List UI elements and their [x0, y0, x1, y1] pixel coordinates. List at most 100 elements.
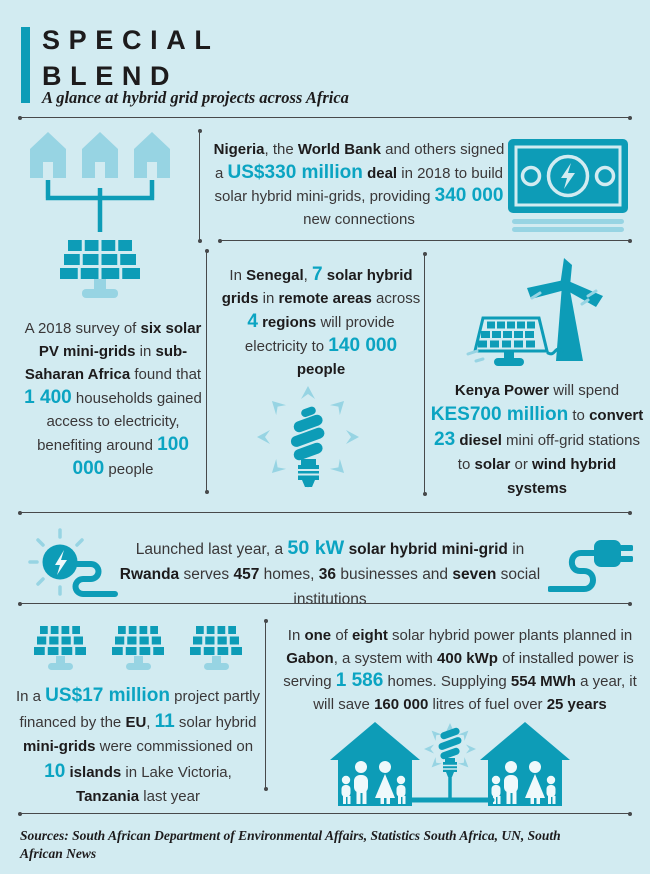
text-segment: deal	[367, 164, 398, 182]
text-segment: solar hybrid grids	[221, 267, 413, 307]
text-segment: litres of fuel over	[428, 695, 547, 713]
text-segment: 7	[311, 264, 323, 285]
text-segment: Nigeria	[213, 141, 265, 158]
divider-top	[18, 115, 632, 120]
text-segment: eight	[352, 627, 388, 644]
survey-text: A 2018 survey of six solar PV mini-grids…	[20, 317, 206, 481]
text-segment: people	[104, 461, 154, 478]
text-segment: convert	[589, 407, 644, 424]
text-segment: seven	[452, 566, 497, 583]
text-segment: of	[331, 627, 353, 644]
sun-bolt-cord-icon	[28, 528, 118, 597]
text-segment: in	[258, 290, 279, 307]
text-segment: Senegal	[246, 267, 304, 284]
text-segment: Gabon	[286, 649, 334, 667]
divider-rwanda-top	[18, 510, 632, 515]
gabon-text: In one of eight solar hybrid power plant…	[276, 625, 644, 716]
text-segment: 340 000	[434, 185, 504, 206]
wind-and-solar-icon	[466, 258, 603, 366]
text-segment: Kenya Power	[454, 382, 550, 399]
text-segment: 50 kW	[287, 537, 345, 559]
text-segment: EU	[125, 713, 147, 731]
text-segment: 457	[233, 566, 260, 583]
text-segment: 11	[154, 710, 175, 732]
text-segment: found that	[130, 366, 202, 383]
text-segment: sub-Saharan Africa	[24, 343, 188, 383]
power-plug-icon	[548, 540, 633, 592]
text-segment: six solar PV mini-grids	[38, 320, 202, 360]
text-segment: 1 586	[335, 670, 384, 691]
text-segment: US$330 million	[227, 161, 363, 183]
tanzania-text: In a US$17 million project partly financ…	[14, 684, 262, 810]
text-segment: 25 years	[546, 695, 607, 713]
text-segment: homes,	[259, 566, 319, 583]
text-segment: in 2018 to build solar hybrid mini-grids…	[214, 164, 503, 206]
text-segment: and others signed a	[214, 141, 505, 182]
text-segment: 4	[247, 311, 258, 332]
senegal-text: In Senegal, 7 solar hybrid grids in remo…	[219, 263, 423, 381]
text-segment: across	[371, 290, 421, 307]
family-houses-icon	[330, 722, 570, 806]
text-segment: diesel	[459, 432, 502, 449]
text-segment: people	[296, 361, 346, 378]
text-segment: A 2018 survey of	[24, 320, 141, 337]
page-subtitle: A glance at hybrid grid projects across …	[42, 88, 349, 107]
rwanda-text: Launched last year, a 50 kW solar hybrid…	[105, 536, 555, 612]
text-segment: Tanzania	[76, 788, 140, 805]
text-segment: 554 MWh	[510, 673, 576, 690]
text-segment: last year	[139, 788, 200, 805]
text-segment: 140 000	[328, 335, 398, 356]
sources-text: Sources: South African Department of Env…	[20, 828, 561, 861]
text-segment: 36	[318, 566, 337, 583]
text-segment: wind hybrid systems	[506, 456, 617, 497]
divider-row2-vertical-left	[204, 249, 209, 494]
text-segment: will provide electricity to	[244, 314, 395, 355]
text-segment: World Bank	[297, 141, 381, 158]
text-segment: 160 000	[374, 695, 429, 713]
text-segment: In a	[15, 688, 46, 705]
text-segment: Launched last year, a	[135, 541, 288, 558]
text-segment: mini-grids	[22, 738, 96, 755]
text-segment: homes. Supplying	[383, 673, 511, 690]
text-segment: ,	[146, 713, 155, 731]
text-segment: businesses and	[336, 566, 453, 583]
text-segment: Rwanda	[119, 566, 180, 583]
text-segment: , the	[264, 141, 298, 158]
text-segment: US$17 million	[45, 685, 170, 706]
text-segment: solar hybrid power plants planned in	[387, 627, 633, 644]
divider-row3-vertical	[263, 619, 268, 791]
divider-sources	[18, 811, 632, 816]
text-segment: KES700 million	[430, 404, 569, 425]
title-accent-bar	[21, 27, 30, 103]
text-segment: In	[287, 627, 305, 644]
text-segment: of installed power is serving	[283, 649, 634, 691]
three-solar-panels-icon	[34, 626, 242, 670]
text-segment: one	[304, 627, 332, 644]
text-segment: ,	[303, 267, 312, 284]
text-segment: remote areas	[278, 290, 372, 307]
divider-rwanda-bottom	[18, 601, 632, 606]
text-segment: solar	[474, 456, 511, 473]
page-title: SPECIAL BLEND	[42, 22, 220, 94]
text-segment: 23	[434, 429, 456, 450]
page-title-line1: SPECIAL	[42, 25, 220, 55]
text-segment: new connections	[303, 210, 415, 228]
text-segment: project partly financed by the	[19, 688, 261, 731]
text-segment: islands	[69, 763, 122, 781]
text-segment: in	[507, 541, 525, 558]
text-segment: In	[229, 267, 247, 284]
text-segment: , a system with	[333, 649, 438, 667]
kenya-text: Kenya Power will spend KES700 million to…	[428, 379, 646, 501]
nigeria-text: Nigeria, the World Bank and others signe…	[212, 139, 506, 231]
divider-row1-bottom	[218, 238, 632, 243]
text-segment: 100 000	[72, 434, 189, 479]
text-segment: in	[135, 343, 156, 360]
text-segment: will spend	[549, 382, 620, 399]
divider-row2-vertical-right	[422, 252, 427, 496]
text-segment: were commissioned on	[95, 738, 254, 755]
text-segment: solar hybrid mini-grid	[348, 541, 508, 558]
text-segment: 1 400	[24, 387, 72, 408]
cfl-bulb-burst-icon	[257, 386, 359, 488]
text-segment: a year, it will save	[313, 673, 637, 713]
